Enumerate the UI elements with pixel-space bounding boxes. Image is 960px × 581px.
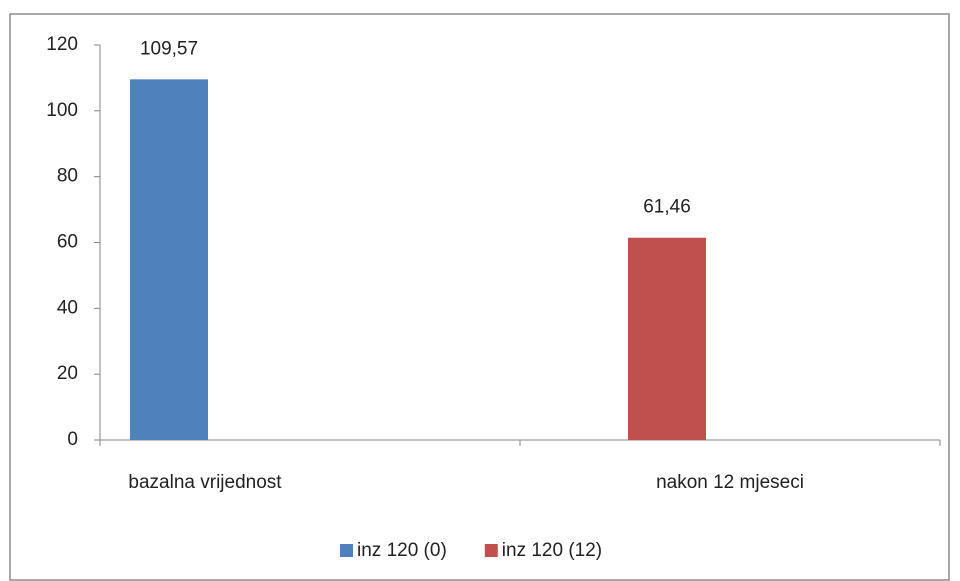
bar bbox=[130, 79, 208, 440]
y-tick-label: 60 bbox=[57, 232, 78, 253]
legend-label: inz 120 (0) bbox=[357, 540, 447, 561]
y-tick-label: 100 bbox=[46, 100, 78, 121]
x-tick-label: bazalna vrijednost bbox=[128, 472, 282, 493]
legend-swatch bbox=[484, 544, 498, 557]
y-tick-label: 80 bbox=[57, 166, 78, 187]
value-label: 61,46 bbox=[643, 197, 691, 218]
legend-label: inz 120 (12) bbox=[502, 540, 602, 561]
value-label: 109,57 bbox=[140, 38, 198, 59]
y-tick-label: 40 bbox=[57, 297, 78, 318]
bar bbox=[628, 237, 706, 440]
y-tick-label: 20 bbox=[57, 363, 78, 384]
legend-swatch bbox=[340, 544, 353, 557]
x-tick-label: nakon 12 mjeseci bbox=[656, 472, 804, 493]
y-tick-label: 0 bbox=[67, 429, 78, 450]
y-tick-label: 120 bbox=[46, 34, 78, 55]
